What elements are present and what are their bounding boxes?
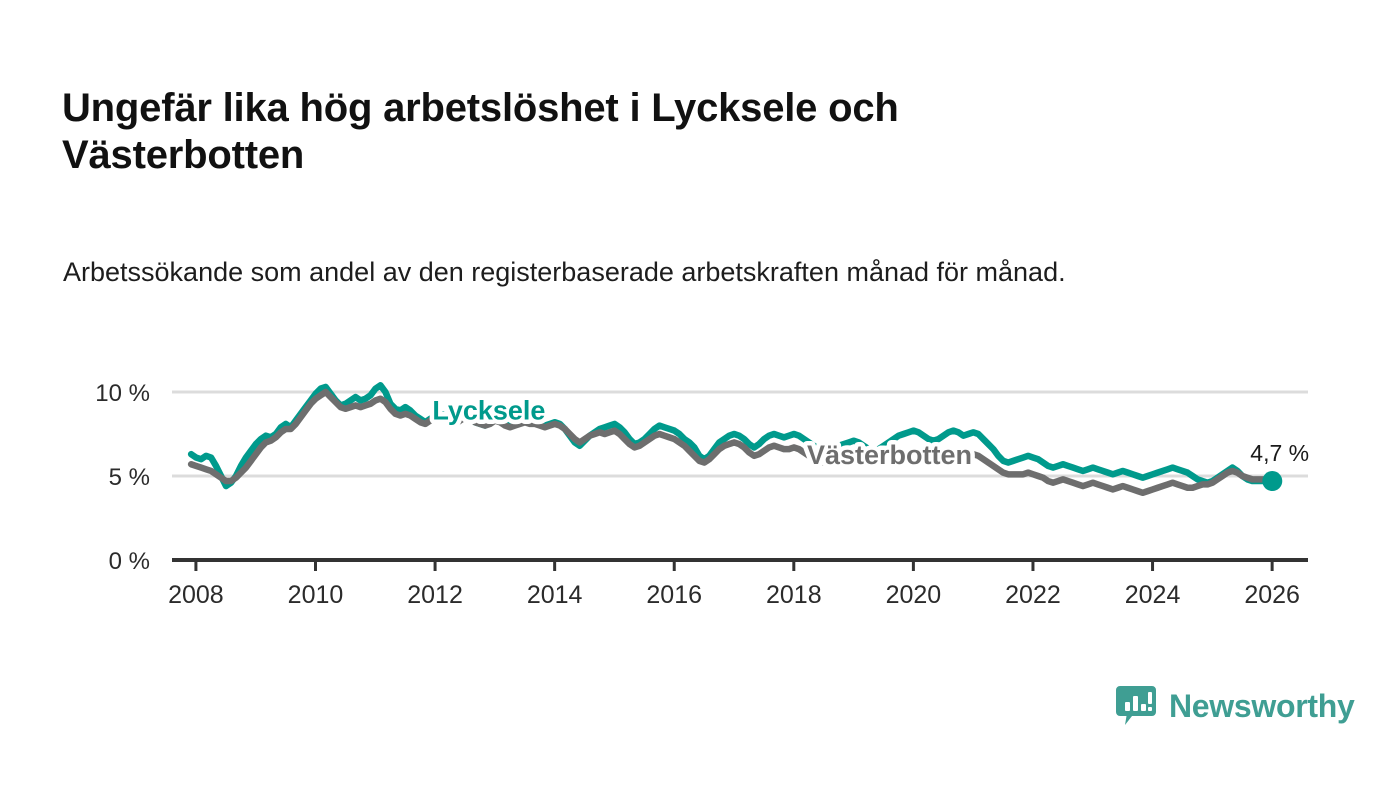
endpoint-value-label: 4,7 % xyxy=(1250,440,1309,466)
series-label-lycksele: Lycksele xyxy=(432,396,545,426)
x-tick-label: 2026 xyxy=(1244,581,1300,609)
y-tick-label: 5 % xyxy=(109,464,150,491)
series-line-lycksele xyxy=(187,382,1276,490)
endpoint-marker: 4,7 % xyxy=(1250,440,1309,492)
y-tick-label: 10 % xyxy=(95,380,150,407)
bar-chart-speech-bubble-icon xyxy=(1116,686,1156,725)
x-tick-label: 2022 xyxy=(1005,581,1061,609)
x-tick-label: 2024 xyxy=(1125,581,1181,609)
x-axis xyxy=(172,558,1308,571)
x-tick-label: 2016 xyxy=(646,581,702,609)
gridlines xyxy=(172,390,1308,478)
series-line-västerbotten xyxy=(187,388,1276,497)
plot-series xyxy=(187,382,1276,497)
x-tick-label: 2020 xyxy=(886,581,942,609)
series-label-halo: Lycksele xyxy=(432,396,545,426)
series-label-västerbotten: Västerbotten xyxy=(807,440,972,470)
chart-subtitle: Arbetssökande som andel av den registerb… xyxy=(63,257,1066,287)
line-chart: 0 %5 %10 % LyckseleLyckseleVästerbottenV… xyxy=(95,380,1309,609)
x-axis-labels: 2008 2010 2012 2014 2016 2018 2020 2022 2024 2026 xyxy=(168,581,1300,609)
x-tick-label: 2014 xyxy=(527,581,583,609)
x-tick-label: 2018 xyxy=(766,581,822,609)
chart-container: 0 % 5 % 10 % Lycksele Lycksele Västerbotten V… xyxy=(0,340,1400,630)
endpoint-dot xyxy=(1262,471,1283,492)
newsworthy-logo[interactable]: Newsworthy xyxy=(1116,684,1355,728)
x-tick-label: 2008 xyxy=(168,581,224,609)
y-axis-labels: 0 % 5 % 10 % xyxy=(95,380,150,575)
logo-wordmark: Newsworthy xyxy=(1169,688,1355,724)
y-tick-label: 0 % xyxy=(109,548,150,575)
x-tick-label: 2010 xyxy=(288,581,344,609)
x-tick-label: 2012 xyxy=(407,581,463,609)
page-title: Ungefär lika hög arbetslöshet i Lycksele… xyxy=(62,85,899,177)
series-label-halo: Västerbotten xyxy=(807,440,972,470)
